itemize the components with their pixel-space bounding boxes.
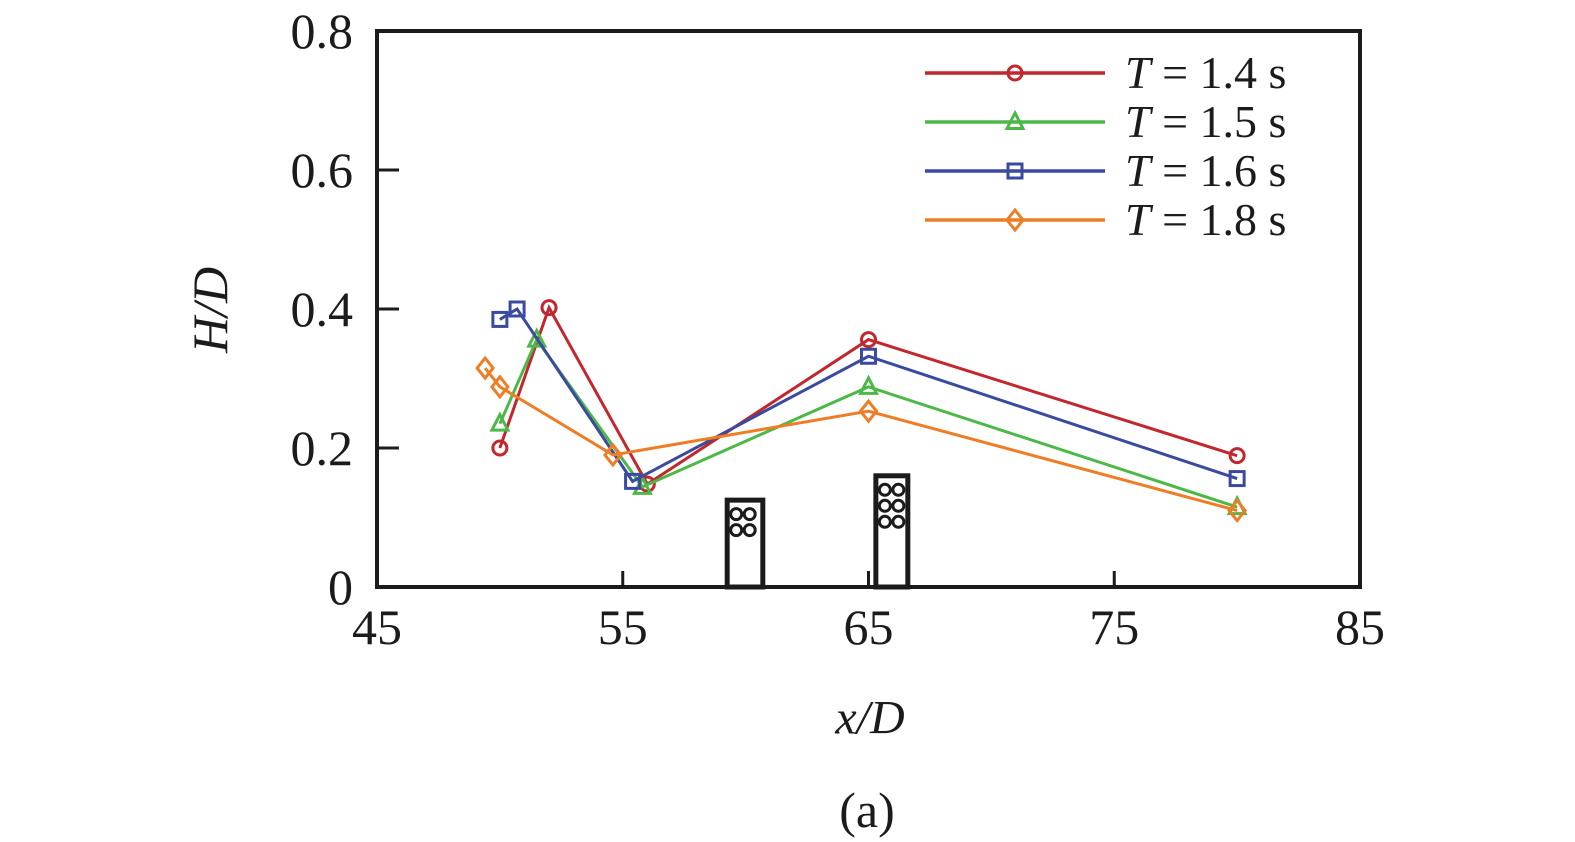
data-point-marker (540, 299, 558, 317)
structure-pile-circle (891, 514, 906, 529)
data-point-marker (602, 442, 623, 468)
legend-marker-icon (1004, 109, 1026, 130)
data-point-marker (491, 310, 509, 328)
data-point-marker (860, 347, 877, 365)
legend-item: T = 1.5 s (925, 97, 1286, 146)
series-line (498, 336, 1238, 509)
series-line (499, 306, 1238, 484)
cylinder-structure-2 (873, 473, 911, 590)
data-point-marker (491, 439, 509, 457)
data-point-marker (1228, 447, 1246, 465)
structure-pile-circle (877, 514, 892, 529)
structure-pile-circle (877, 482, 892, 497)
legend-key (925, 109, 1105, 130)
x-tick-label: 55 (597, 599, 648, 655)
legend-item: T = 1.8 s (925, 195, 1286, 244)
structure-pile-circle (729, 523, 744, 538)
data-point-marker (489, 374, 510, 400)
data-point-marker (508, 300, 526, 318)
structure-pile-circle (877, 498, 892, 513)
legend-item: T = 1.4 s (925, 48, 1286, 97)
structure-pile-circle (742, 523, 757, 538)
data-point-marker (475, 355, 496, 381)
structure-pile-circle (891, 498, 906, 513)
legend-item: T = 1.6 s (925, 146, 1286, 195)
axes (375, 29, 1362, 589)
x-tick-label: 75 (1089, 599, 1140, 655)
y-tick-label: 0.2 (290, 420, 354, 476)
y-tick-label: 0.8 (290, 3, 354, 59)
data-point-marker (624, 472, 642, 490)
figure-caption: (a) (839, 782, 895, 838)
cylinder-structure-1 (724, 497, 766, 590)
x-axis-label: x/D (835, 691, 905, 745)
series-4 (475, 355, 1248, 523)
structure-pile-circle (891, 482, 906, 497)
data-point-marker (860, 331, 877, 349)
legend-label: T = 1.6 s (1125, 144, 1287, 196)
legend-label: T = 1.4 s (1125, 46, 1287, 98)
structure-pile-circle (742, 507, 757, 522)
y-tick-label: 0 (328, 559, 353, 615)
legend-marker-icon (1006, 64, 1024, 81)
data-point-marker (858, 398, 879, 424)
structure-pile-circle (729, 507, 744, 522)
legend-marker-icon (1005, 207, 1025, 232)
series-3 (491, 300, 1246, 490)
legend-marker-icon (1006, 162, 1024, 179)
data-point-marker (489, 411, 511, 432)
legend-key (925, 64, 1105, 81)
legend-label: T = 1.8 s (1125, 193, 1287, 245)
data-point-marker (526, 327, 548, 348)
legend-key (925, 162, 1105, 179)
x-tick-label: 85 (1335, 599, 1385, 655)
y-tick-label: 0.6 (290, 142, 354, 198)
series-1 (491, 299, 1246, 493)
data-point-marker (1227, 498, 1248, 523)
y-axis-label: H/D (182, 266, 238, 354)
legend-label: T = 1.5 s (1125, 95, 1287, 147)
legend-key (925, 207, 1105, 232)
data-point-marker (1228, 470, 1246, 488)
data-point-marker (858, 374, 879, 395)
y-tick-label: 0.4 (290, 281, 354, 337)
series-line (498, 303, 1238, 487)
x-tick-label: 65 (843, 599, 894, 655)
x-tick-label: 45 (352, 599, 402, 655)
